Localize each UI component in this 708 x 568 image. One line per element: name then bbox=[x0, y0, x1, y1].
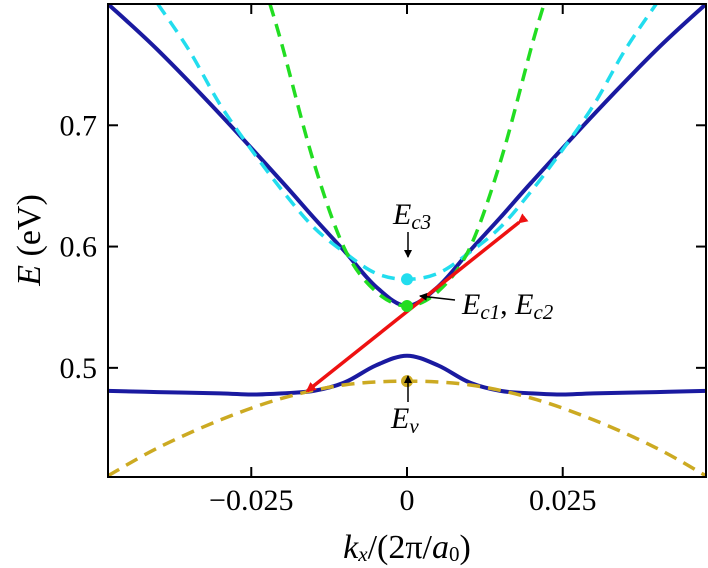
annotation-ec12-label: Ec1, Ec2 bbox=[461, 288, 554, 324]
band-point-3 bbox=[401, 375, 413, 388]
annotation-ec3: Ec3 bbox=[392, 198, 431, 258]
x-tick-label: −0.025 bbox=[209, 484, 293, 517]
plot-frame bbox=[107, 3, 707, 478]
annotation-ec12-arrow bbox=[419, 292, 456, 301]
annotation-ec3-label: Ec3 bbox=[392, 198, 431, 234]
x-tick-label: 0 bbox=[400, 484, 415, 517]
annotation-ev-label: Ev bbox=[390, 402, 419, 438]
annotation-ec12: Ec1, Ec2 bbox=[419, 288, 554, 324]
annotation-ev: Ev bbox=[390, 375, 419, 438]
tick-layer: −0.025 0 0.025 0.5 0.6 0.7 bbox=[60, 4, 706, 517]
y-tick-label: 0.7 bbox=[60, 109, 98, 142]
band-point-1 bbox=[401, 273, 413, 286]
y-tick-label: 0.5 bbox=[60, 352, 98, 385]
transition-arrow bbox=[305, 213, 529, 393]
y-tick-label: 0.6 bbox=[60, 231, 98, 264]
point-layer bbox=[401, 273, 413, 388]
arrow-layer bbox=[305, 213, 529, 393]
series-line-2 bbox=[108, 353, 706, 397]
band-point-2 bbox=[401, 299, 413, 312]
y-axis-label: E (eV) bbox=[11, 194, 48, 287]
series-line-3 bbox=[156, 4, 658, 282]
series-line-1 bbox=[108, 4, 706, 308]
x-tick-label: 0.025 bbox=[529, 484, 597, 517]
series-line-4 bbox=[268, 4, 546, 308]
x-axis-label: kx/(2π/a0) bbox=[343, 529, 471, 566]
